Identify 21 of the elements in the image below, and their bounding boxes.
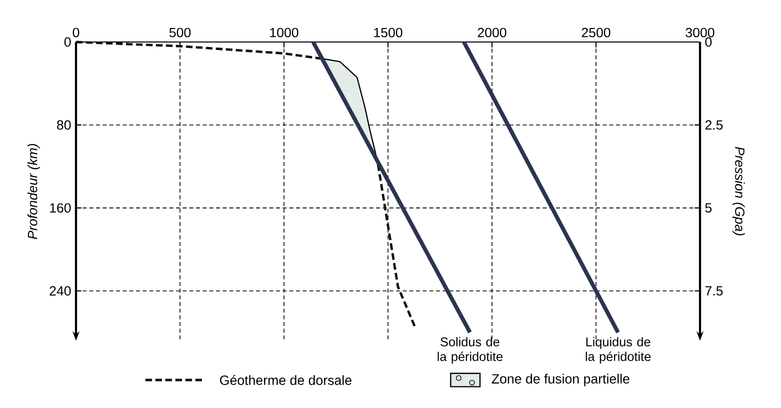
x-tick-label: 500 bbox=[169, 28, 191, 38]
x-tick-label: 3000 bbox=[686, 28, 714, 38]
x-tick-label: 2000 bbox=[478, 28, 506, 38]
series-label: Liquidus de la péridotite bbox=[586, 337, 651, 364]
y-tick-label: 0 bbox=[64, 37, 71, 47]
x-tick-label: 1000 bbox=[270, 28, 298, 38]
y2-tick-label: 0 bbox=[705, 37, 712, 47]
x-tick-label: 0 bbox=[72, 28, 80, 38]
x-tick-label: 1500 bbox=[374, 28, 402, 38]
y2-tick-label: 7.5 bbox=[705, 286, 723, 296]
legend-label: Zone de fusion partielle bbox=[492, 374, 630, 386]
series-label: Solidus de la péridotite bbox=[438, 337, 502, 364]
y2-tick-label: 5 bbox=[705, 203, 712, 213]
y-tick-label: 240 bbox=[50, 286, 71, 296]
y2-tick-label: 2.5 bbox=[705, 120, 723, 130]
x-tick-label: 2500 bbox=[582, 28, 610, 38]
y-tick-label: 80 bbox=[57, 120, 71, 130]
y-axis-title: Profondeur (km) bbox=[27, 144, 40, 240]
legend-label: Géotherme de dorsale bbox=[220, 375, 352, 385]
y2-axis-title: Pression (Gpa) bbox=[732, 146, 745, 236]
y-tick-label: 160 bbox=[50, 203, 71, 213]
